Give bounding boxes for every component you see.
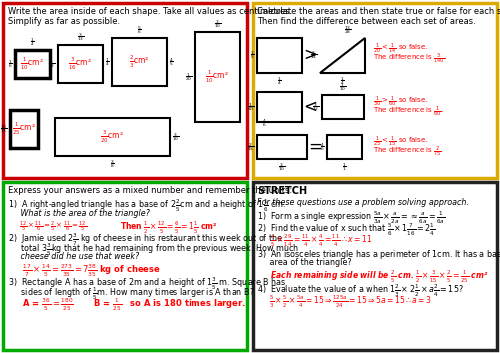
Text: $\frac{1}{20}$: $\frac{1}{20}$ [186, 71, 193, 83]
Text: $\frac{1}{4}$: $\frac{1}{4}$ [105, 56, 110, 68]
Bar [327, 135, 362, 159]
Text: The difference is $\frac{1}{60}$.: The difference is $\frac{1}{60}$. [373, 105, 444, 119]
Text: $\frac{3}{10}$: $\frac{3}{10}$ [278, 161, 286, 173]
Bar [322, 95, 364, 119]
Text: $\frac{1}{10}$: $\frac{1}{10}$ [339, 81, 347, 93]
Text: Calculate the areas and then state true or false for each statement.: Calculate the areas and then state true … [257, 7, 500, 16]
Text: 2)  Find the value of x such that $\frac{5}{6}\times 1\frac{7}{16}=2\frac{1}{4}$: 2) Find the value of x such that $\frac{… [257, 222, 436, 238]
Bar [253, 3, 497, 178]
Bar [3, 182, 247, 350]
Text: $\frac{4}{5}$: $\frac{4}{5}$ [169, 56, 174, 68]
Text: cheese did he use that week?: cheese did he use that week? [8, 252, 139, 261]
Bar [58, 45, 103, 83]
Text: >: > [303, 46, 317, 64]
Text: $\frac{3}{8}$: $\frac{3}{8}$ [110, 158, 115, 170]
Text: $\frac{1}{4}$: $\frac{1}{4}$ [277, 75, 282, 87]
Text: 4)  Evaluate the value of a when $1\frac{2}{3}\times 2\frac{1}{2}\times a\frac{2: 4) Evaluate the value of a when $1\frac{… [257, 283, 464, 299]
Text: $\frac{1}{4}$: $\frac{1}{4}$ [340, 75, 345, 87]
Text: $\frac{12}{5}\times\frac{11}{6}=\frac{2}{5}\times\frac{11}{6}=\frac{12}{5}$: $\frac{12}{5}\times\frac{11}{6}=\frac{2}… [8, 220, 87, 234]
Bar [257, 135, 307, 159]
Text: $\frac{3}{10}$: $\frac{3}{10}$ [172, 131, 180, 143]
Bar [55, 118, 170, 156]
Text: $\frac{1}{30}>\frac{1}{60}$ so false.: $\frac{1}{30}>\frac{1}{60}$ so false. [373, 95, 428, 109]
Text: 3)  An isosceles triangle has a perimeter of 1cm. It has a base of $\frac{3}{12}: 3) An isosceles triangle has a perimeter… [257, 248, 500, 264]
Text: What is the area of the triangle?: What is the area of the triangle? [8, 209, 150, 218]
Text: A = $\frac{36}{5}=\frac{180}{25}$       B = $\frac{1}{25}$   so A is 180 times l: A = $\frac{36}{5}=\frac{180}{25}$ B = $\… [8, 297, 246, 313]
Text: $\frac{1}{10}$cm²: $\frac{1}{10}$cm² [20, 56, 44, 72]
Text: $\frac{3}{16}$cm²: $\frac{3}{16}$cm² [68, 56, 92, 72]
Text: Then $\frac{1}{2}\times\frac{12}{5}=\frac{6}{5}=1\frac{1}{5}$ cm²: Then $\frac{1}{2}\times\frac{12}{5}=\fra… [120, 220, 218, 236]
Text: $\frac{2}{14}$: $\frac{2}{14}$ [310, 49, 318, 61]
Text: total $3\frac{3}{5}$kg that he had remaining from the previous week. How much: total $3\frac{3}{5}$kg that he had remai… [8, 242, 299, 258]
Text: $\frac{10}{15}$: $\frac{10}{15}$ [0, 123, 8, 135]
Bar [15, 50, 50, 78]
Text: $\frac{3}{13}$: $\frac{3}{13}$ [76, 31, 84, 43]
Text: 1)  Form a single expression $\frac{5a}{3a}\times\frac{a}{2a}=\approx\frac{a}{6a: 1) Form a single expression $\frac{5a}{3… [257, 210, 446, 226]
Text: 1)  A right-angled triangle has a base of $2\frac{2}{5}$cm and a height of $1\fr: 1) A right-angled triangle has a base of… [8, 198, 286, 214]
Text: Then find the difference between each set of areas.: Then find the difference between each se… [257, 17, 476, 26]
Text: $\frac{1}{25}$cm²: $\frac{1}{25}$cm² [12, 121, 36, 137]
Text: $\frac{5}{6}$: $\frac{5}{6}$ [137, 24, 142, 36]
Text: $\frac{4}{12}$: $\frac{4}{12}$ [48, 58, 56, 70]
Text: $\frac{17}{7}\times\frac{14}{5}=\frac{273}{35}=7\frac{38}{35}$ kg of cheese: $\frac{17}{7}\times\frac{14}{5}=\frac{27… [8, 263, 161, 280]
Text: 2)  Jamie used $2\frac{3}{7}$ kg of cheese in his restaurant this week out of th: 2) Jamie used $2\frac{3}{7}$ kg of chees… [8, 232, 283, 248]
Text: $\frac{13}{28}$: $\frac{13}{28}$ [344, 24, 351, 36]
Text: $\frac{4}{6}$: $\frac{4}{6}$ [262, 117, 267, 129]
Text: The difference is $\frac{2}{75}$: The difference is $\frac{2}{75}$ [373, 145, 442, 159]
Bar [257, 38, 302, 73]
Text: 3)  Rectangle A has a base of 2m and a height of $1\frac{3}{5}$ m. Square B has: 3) Rectangle A has a base of 2m and a he… [8, 276, 286, 292]
Bar [253, 182, 497, 350]
Text: $\frac{1}{25}<\frac{1}{15}$ so false.: $\frac{1}{25}<\frac{1}{15}$ so false. [373, 135, 428, 149]
Text: $\frac{1}{4}$: $\frac{1}{4}$ [30, 36, 35, 48]
Text: $\frac{1}{1}$: $\frac{1}{1}$ [342, 161, 347, 173]
Text: For these questions use a problem solving approach.: For these questions use a problem solvin… [257, 198, 469, 207]
Bar [112, 38, 167, 86]
Bar [3, 3, 247, 178]
Text: $\frac{3}{12}$: $\frac{3}{12}$ [312, 101, 320, 113]
Text: $\frac{1}{5}$: $\frac{1}{5}$ [250, 49, 255, 61]
Text: $\frac{1}{6}$: $\frac{1}{6}$ [8, 58, 13, 70]
Text: $\frac{1}{10}$cm²: $\frac{1}{10}$cm² [206, 69, 230, 85]
Text: $\frac{x}{5}\times\frac{29}{14}=\frac{11}{4}\times\frac{4}{4}=\frac{11}{4}\there: $\frac{x}{5}\times\frac{29}{14}=\frac{11… [257, 233, 372, 249]
Text: $\frac{2}{15}$: $\frac{2}{15}$ [248, 141, 255, 153]
Text: area of the triangle?: area of the triangle? [257, 258, 352, 267]
Text: The difference is $\frac{3}{140}$.: The difference is $\frac{3}{140}$. [373, 52, 448, 66]
Text: $\frac{4}{6}$: $\frac{4}{6}$ [320, 141, 325, 153]
Bar [10, 110, 38, 148]
Text: $\frac{1}{20}<\frac{1}{14}$ so false.: $\frac{1}{20}<\frac{1}{14}$ so false. [373, 42, 428, 56]
Text: $\frac{5}{3}\times\frac{5}{2}\times\frac{5a}{4}=15\Rightarrow\frac{125a}{24}=15\: $\frac{5}{3}\times\frac{5}{2}\times\frac… [257, 294, 432, 310]
Bar [257, 92, 302, 122]
Bar [195, 32, 240, 122]
Text: <: < [303, 98, 317, 116]
Text: $\frac{3}{20}$cm²: $\frac{3}{20}$cm² [100, 129, 124, 145]
Text: Write the area inside of each shape. Take all values as centimetres.: Write the area inside of each shape. Tak… [8, 7, 292, 16]
Text: $\frac{3}{10}$: $\frac{3}{10}$ [214, 18, 222, 30]
Text: STRETCH: STRETCH [257, 186, 307, 196]
Text: $\frac{2}{3}$cm²: $\frac{2}{3}$cm² [129, 54, 150, 70]
Text: Each remaining side will be $\frac{2}{5}$ cm. $\frac{1}{2}\times\frac{3}{15}\tim: Each remaining side will be $\frac{2}{5}… [257, 269, 488, 285]
Text: Express your answers as a mixed number and remember the units:: Express your answers as a mixed number a… [8, 186, 292, 195]
Text: Simplify as far as possible.: Simplify as far as possible. [8, 17, 120, 26]
Text: sides of length of $\frac{1}{5}$m. How many times larger is A than B?: sides of length of $\frac{1}{5}$m. How m… [8, 286, 254, 302]
Text: =: = [308, 138, 322, 156]
Text: $\frac{1}{30}$: $\frac{1}{30}$ [248, 101, 255, 113]
